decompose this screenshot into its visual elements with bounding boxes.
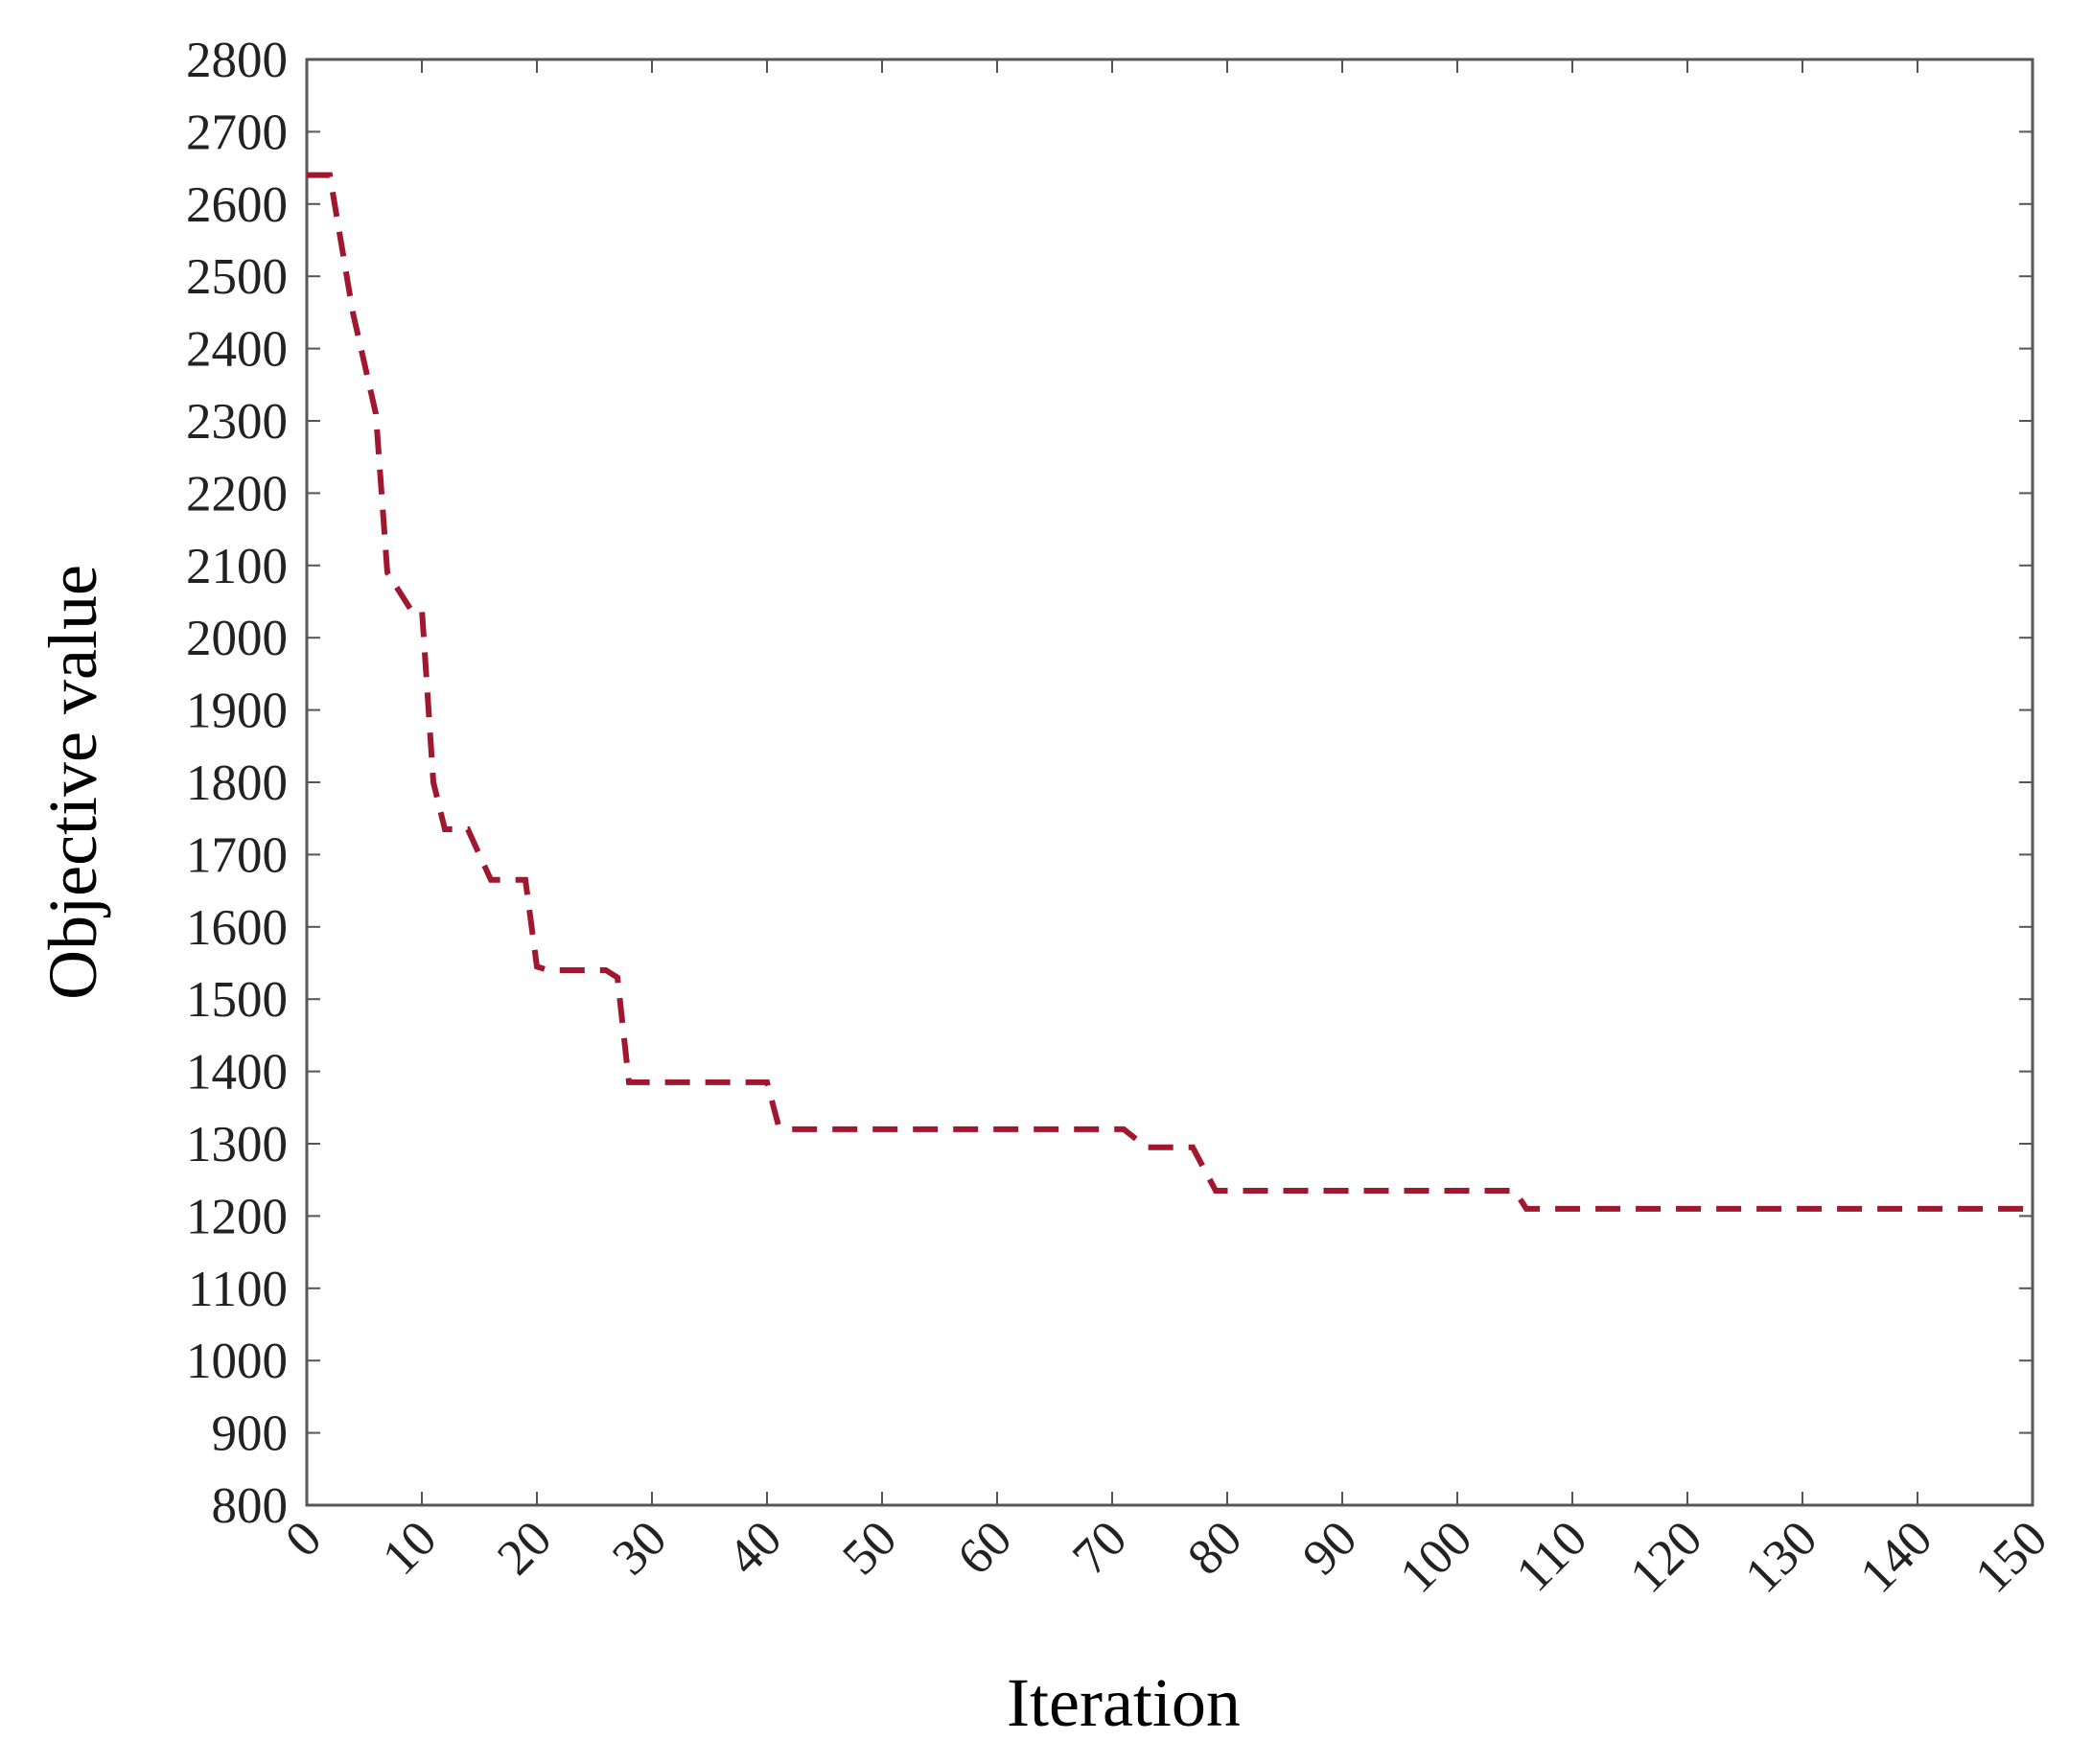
y-tick-label: 2600 [186,177,288,233]
data-point [617,977,618,978]
data-point [330,174,331,175]
y-tick-label: 800 [212,1478,289,1534]
y-tick-label: 2100 [186,539,288,594]
y-tick-label: 1400 [186,1045,288,1101]
x-tick-label: 110 [1506,1510,1598,1602]
data-point [525,879,526,880]
data-point [376,413,377,414]
x-tick-label: 90 [1292,1510,1367,1585]
y-axis-title: Objective value [35,565,111,1000]
x-tick-label: 130 [1734,1510,1827,1603]
data-point [1216,1191,1217,1192]
x-tick-label: 140 [1849,1510,1942,1603]
data-point [445,829,446,830]
data-point [433,782,434,783]
data-point [548,970,549,971]
data-point [2033,1208,2034,1209]
y-tick-label: 2300 [186,394,288,450]
y-tick-label: 2000 [186,611,288,666]
data-point [1147,1147,1148,1148]
data-point [307,174,308,175]
y-tick-label: 2200 [186,466,288,522]
x-tick-label: 120 [1619,1510,1712,1603]
x-tick-label: 20 [487,1510,562,1585]
y-tick-label: 1500 [186,972,288,1028]
x-tick-label: 70 [1062,1510,1137,1585]
x-axis-title: Iteration [1007,1664,1241,1741]
y-tick-label: 1300 [186,1117,288,1172]
data-point [767,1081,768,1082]
x-tick-label: 60 [947,1510,1022,1585]
x-tick-label: 150 [1964,1510,2057,1603]
data-point [353,312,354,313]
data-point [1124,1128,1125,1129]
y-tick-label: 1600 [186,900,288,956]
y-tick-label: 2800 [186,33,288,88]
x-tick-label: 50 [832,1510,907,1585]
data-point [1515,1191,1516,1192]
x-tick-label: 100 [1389,1510,1482,1603]
x-tick-label: 0 [275,1510,333,1567]
data-point [468,829,469,830]
x-tick-label: 30 [602,1510,677,1585]
y-tick-label: 1000 [186,1334,288,1389]
y-tick-label: 1800 [186,755,288,811]
data-point [410,609,411,610]
data-point [629,1081,630,1082]
data-point [387,572,388,573]
y-tick-label: 1200 [186,1189,288,1244]
x-tick-label: 80 [1177,1510,1252,1585]
y-tick-label: 1900 [186,684,288,739]
y-tick-label: 900 [212,1406,289,1462]
y-axis: 800 900 1000 1100 1200 1300 1400 1500 1600 1700 18… [186,33,2033,1534]
y-tick-label: 1100 [188,1262,288,1317]
data-point [1526,1208,1527,1209]
y-tick-label: 2700 [186,104,288,160]
data-point [422,609,423,610]
data-point [491,879,492,880]
y-tick-label: 2400 [186,322,288,378]
y-tick-label: 2500 [186,249,288,305]
y-tick-label: 1700 [186,827,288,883]
x-tick-label: 10 [372,1510,447,1585]
data-point [606,970,607,971]
data-point [1193,1147,1194,1148]
data-point [537,966,538,967]
data-point [790,1128,791,1129]
x-tick-label: 40 [717,1510,792,1585]
plot-area [305,58,2034,1507]
